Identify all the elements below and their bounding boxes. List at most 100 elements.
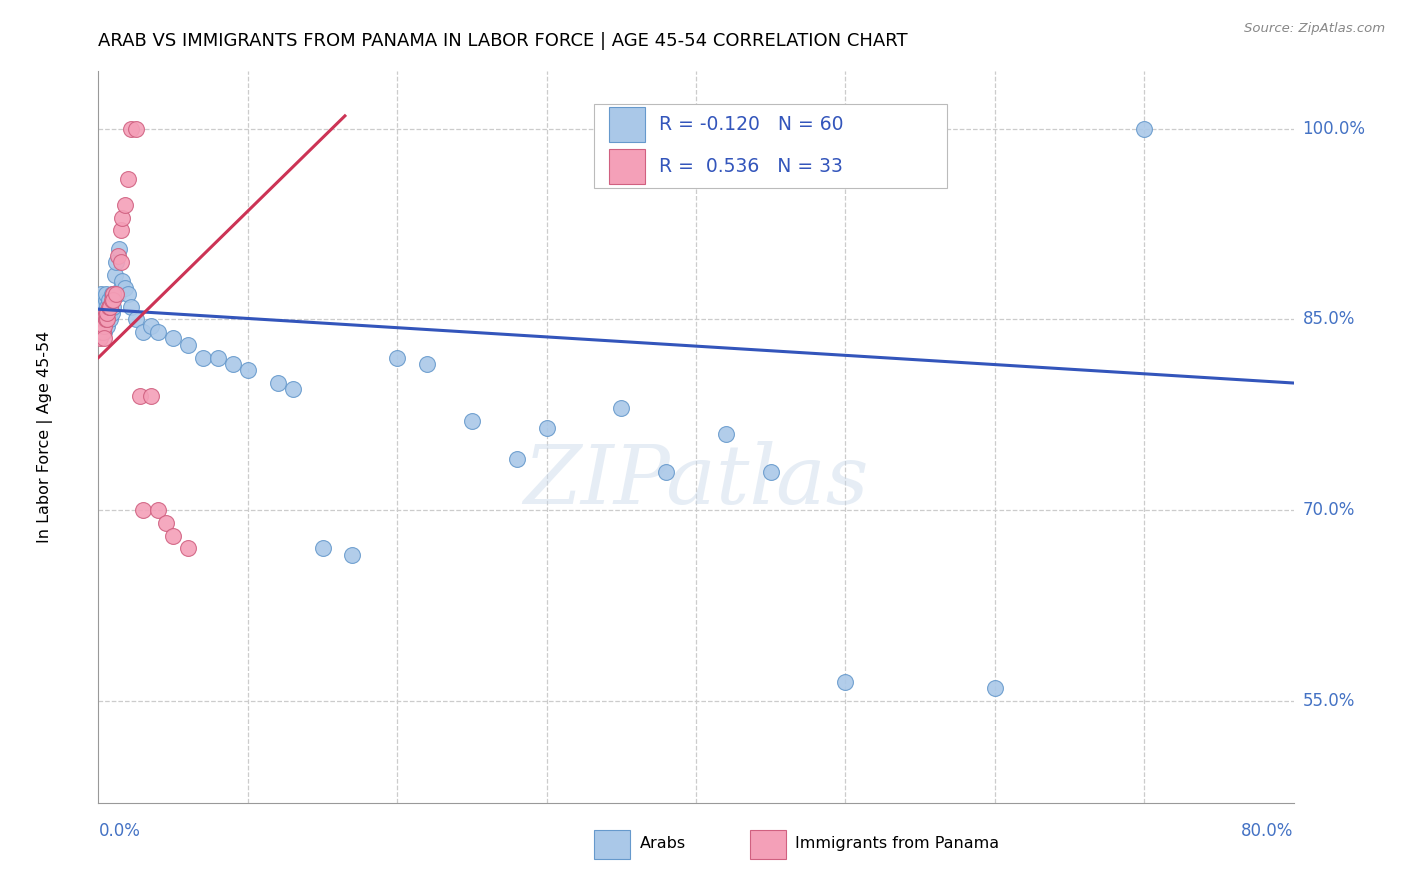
Bar (749, 830, 786, 859)
Point (91, 325, 114, 339)
Point (148, 325, 170, 339)
Point (105, 255, 128, 269)
Point (281, 383, 304, 397)
Text: Immigrants from Panama: Immigrants from Panama (796, 836, 1000, 851)
Point (111, 211, 134, 225)
Point (89, 306, 111, 320)
Point (177, 541, 200, 556)
Point (155, 516, 177, 530)
Point (162, 331, 184, 345)
Point (89, 293, 111, 308)
Point (96, 306, 118, 320)
Point (610, 401, 633, 416)
Point (97, 300, 120, 314)
Point (129, 389, 152, 403)
Point (94, 287, 117, 301)
Point (94, 293, 117, 308)
Point (120, 121, 142, 136)
Point (385, 351, 409, 365)
Point (96, 306, 118, 320)
Text: Source: ZipAtlas.com: Source: ZipAtlas.com (1244, 22, 1385, 36)
Point (98, 300, 122, 314)
Point (267, 376, 290, 390)
Text: 0.0%: 0.0% (98, 822, 141, 840)
Text: R = -0.120   N = 60: R = -0.120 N = 60 (659, 115, 844, 135)
Text: Arabs: Arabs (640, 836, 686, 851)
Point (110, 255, 132, 269)
Point (94, 312, 117, 326)
Point (98, 312, 122, 326)
Point (101, 293, 124, 308)
Point (984, 681, 1007, 696)
Point (93, 312, 115, 326)
Point (93, 331, 115, 345)
Point (132, 503, 155, 517)
Point (114, 280, 136, 294)
Point (120, 300, 142, 314)
Text: 100.0%: 100.0% (1302, 120, 1365, 137)
Point (90, 287, 112, 301)
Point (342, 548, 364, 562)
Point (93, 306, 115, 320)
Bar (609, 149, 644, 184)
Point (110, 223, 132, 237)
Text: 55.0%: 55.0% (1302, 692, 1355, 710)
Point (177, 338, 200, 352)
Point (114, 198, 136, 212)
Point (98, 300, 122, 314)
Text: ZIPatlas: ZIPatlas (523, 441, 869, 521)
Text: 70.0%: 70.0% (1302, 501, 1355, 519)
Point (93, 318, 115, 333)
Point (101, 287, 124, 301)
Point (222, 357, 245, 371)
Point (103, 287, 125, 301)
Point (162, 529, 184, 543)
Point (104, 268, 127, 282)
FancyBboxPatch shape (595, 104, 948, 188)
Point (91, 306, 114, 320)
Point (97, 293, 120, 308)
Text: 80.0%: 80.0% (1241, 822, 1294, 840)
Point (105, 287, 128, 301)
Point (94, 312, 117, 326)
Bar (609, 107, 644, 143)
Point (108, 243, 131, 257)
Point (90, 312, 112, 326)
Point (117, 172, 139, 186)
Point (125, 312, 148, 326)
Point (96, 312, 118, 326)
Point (110, 280, 132, 294)
Point (103, 287, 125, 301)
Point (96, 318, 118, 333)
Point (236, 363, 259, 377)
Point (139, 389, 162, 403)
Point (89, 325, 111, 339)
Point (1133, 121, 1156, 136)
Text: ARAB VS IMMIGRANTS FROM PANAMA IN LABOR FORCE | AGE 45-54 CORRELATION CHART: ARAB VS IMMIGRANTS FROM PANAMA IN LABOR … (98, 32, 908, 50)
Point (536, 420, 558, 434)
Point (132, 325, 155, 339)
Bar (595, 830, 630, 859)
Point (416, 357, 439, 371)
Point (91, 312, 114, 326)
Point (93, 325, 115, 339)
Point (96, 300, 118, 314)
Point (90, 300, 112, 314)
Point (90, 318, 112, 333)
Point (759, 465, 782, 479)
Point (103, 293, 125, 308)
Point (148, 503, 170, 517)
Point (506, 452, 529, 467)
Point (97, 306, 120, 320)
Point (89, 331, 111, 345)
Point (139, 318, 162, 333)
Point (107, 287, 129, 301)
Point (311, 541, 333, 556)
Point (125, 121, 148, 136)
Point (107, 249, 129, 263)
Point (103, 300, 125, 314)
Text: R =  0.536   N = 33: R = 0.536 N = 33 (659, 157, 842, 176)
Point (461, 414, 484, 428)
Point (101, 306, 124, 320)
Text: 85.0%: 85.0% (1302, 310, 1355, 328)
